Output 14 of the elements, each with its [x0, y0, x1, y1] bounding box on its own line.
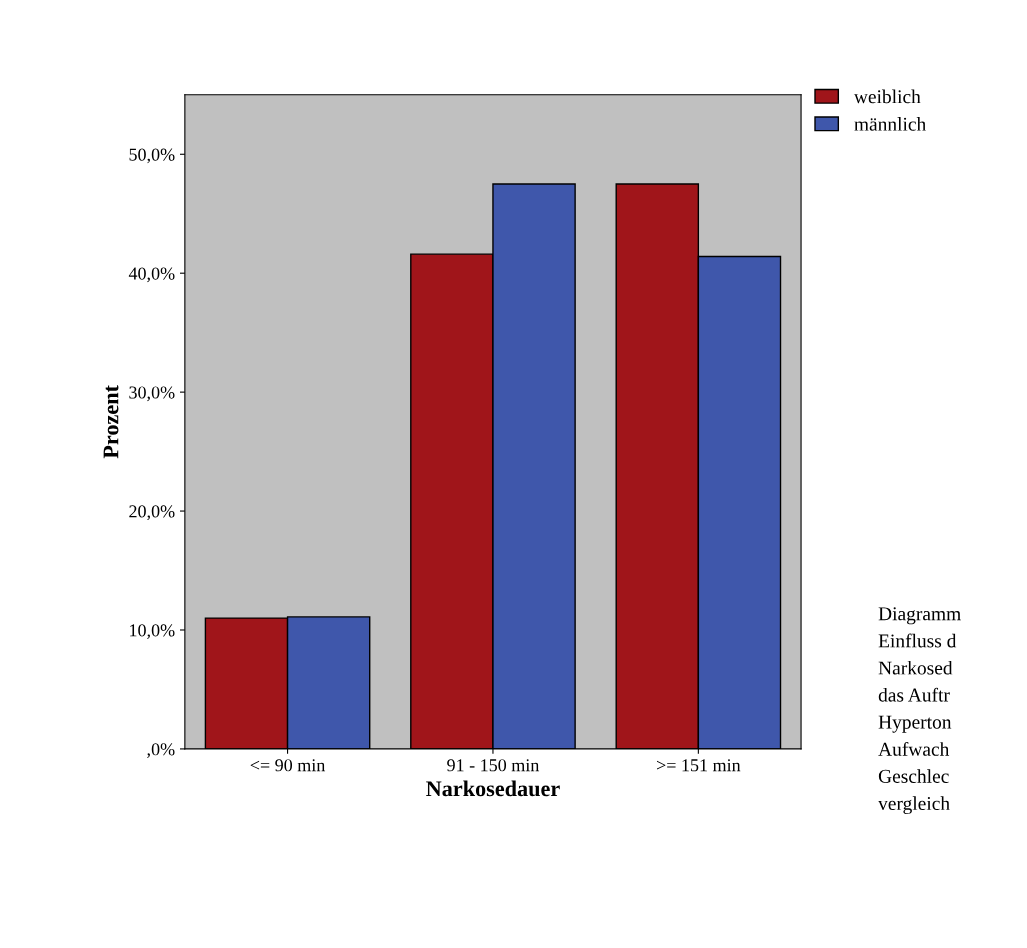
x-tick-label: 91 - 150 min [447, 759, 540, 772]
y-tick-label: ,0% [147, 743, 175, 758]
x-axis-title: Narkosedauer [426, 780, 560, 797]
y-tick-label: 50,0% [129, 148, 175, 164]
y-tick-label: 40,0% [128, 267, 175, 283]
y-tick-label: 10,0% [130, 624, 175, 640]
y-tick-label: 30,0% [129, 386, 175, 402]
y-tick-label: 20,0% [129, 505, 175, 521]
legend-label: weiblich [853, 89, 921, 104]
legend-label: männlich [854, 117, 926, 131]
x-tick-label: <= 90 min [250, 759, 326, 772]
text: Diagramm Einfluss d Narkosed das Auftr Hyperton Aufwach Geschlec vergleich [878, 607, 961, 815]
y-axis-title: Prozent [103, 385, 119, 459]
x-tick-label: >= 151 min [657, 759, 741, 772]
